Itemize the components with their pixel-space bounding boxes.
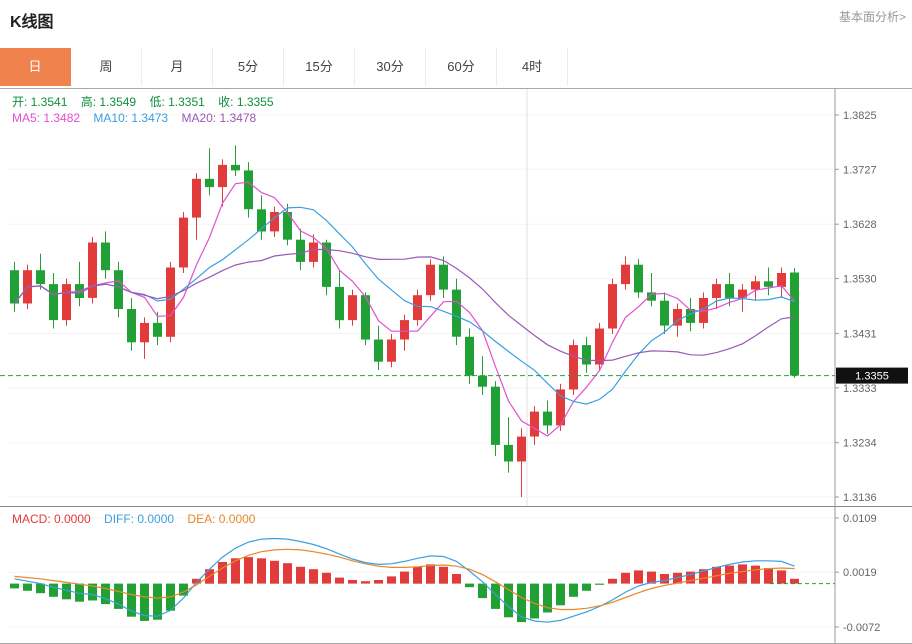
svg-text:1.3136: 1.3136 bbox=[843, 492, 877, 504]
macd-value: MACD: 0.0000 bbox=[12, 512, 91, 526]
ma20-value: MA20: 1.3478 bbox=[181, 111, 257, 125]
ma5-value: MA5: 1.3482 bbox=[12, 111, 81, 125]
ma10-value: MA10: 1.3473 bbox=[93, 111, 169, 125]
page-title: K线图 bbox=[10, 14, 54, 31]
ohlc-legend: 开: 1.3541 高: 1.3549 低: 1.3351 收: 1.3355 bbox=[12, 93, 284, 110]
dea-value: DEA: 0.0000 bbox=[187, 512, 256, 526]
svg-text:1.3234: 1.3234 bbox=[843, 438, 877, 450]
ma-legend: MA5: 1.3482 MA10: 1.3473 MA20: 1.3478 bbox=[12, 111, 266, 125]
svg-text:1.3333: 1.3333 bbox=[843, 383, 877, 395]
ohlc-open: 开: 1.3541 bbox=[12, 95, 68, 109]
svg-text:1.3825: 1.3825 bbox=[843, 110, 877, 122]
ohlc-high: 高: 1.3549 bbox=[80, 95, 137, 109]
svg-text:-0.0072: -0.0072 bbox=[843, 622, 880, 634]
timeframe-tabbar: 日 周 月 5分 15分 30分 60分 4时 bbox=[0, 48, 568, 86]
svg-text:1.3530: 1.3530 bbox=[843, 274, 877, 286]
svg-text:0.0019: 0.0019 bbox=[843, 567, 877, 579]
macd-legend: MACD: 0.0000 DIFF: 0.0000 DEA: 0.0000 bbox=[12, 512, 265, 526]
kline-chart-canvas[interactable]: 1.3355 1.3825 1.3727 1.3628 1.3530 1.3431 1.33… bbox=[0, 88, 912, 644]
svg-text:1.3355: 1.3355 bbox=[855, 371, 889, 383]
tab-month[interactable]: 月 bbox=[142, 48, 213, 86]
tab-4hour[interactable]: 4时 bbox=[497, 48, 568, 86]
ohlc-low: 低: 1.3351 bbox=[149, 95, 205, 109]
tab-15min[interactable]: 15分 bbox=[284, 48, 355, 86]
svg-text:1.3727: 1.3727 bbox=[843, 164, 877, 176]
fundamental-analysis-link[interactable]: 基本面分析> bbox=[838, 10, 906, 24]
tab-5min[interactable]: 5分 bbox=[213, 48, 284, 86]
ohlc-close: 收: 1.3355 bbox=[218, 95, 274, 109]
svg-text:0.0109: 0.0109 bbox=[843, 513, 877, 525]
tab-day[interactable]: 日 bbox=[0, 48, 71, 86]
svg-text:1.3628: 1.3628 bbox=[843, 219, 877, 231]
chart-area: 1.3355 1.3825 1.3727 1.3628 1.3530 1.3431 1.33… bbox=[0, 88, 912, 644]
tab-week[interactable]: 周 bbox=[71, 48, 142, 86]
svg-text:1.3431: 1.3431 bbox=[843, 328, 877, 340]
page-header: K线图 基本面分析> bbox=[0, 0, 912, 48]
tab-60min[interactable]: 60分 bbox=[426, 48, 497, 86]
diff-value: DIFF: 0.0000 bbox=[104, 512, 175, 526]
tab-30min[interactable]: 30分 bbox=[355, 48, 426, 86]
